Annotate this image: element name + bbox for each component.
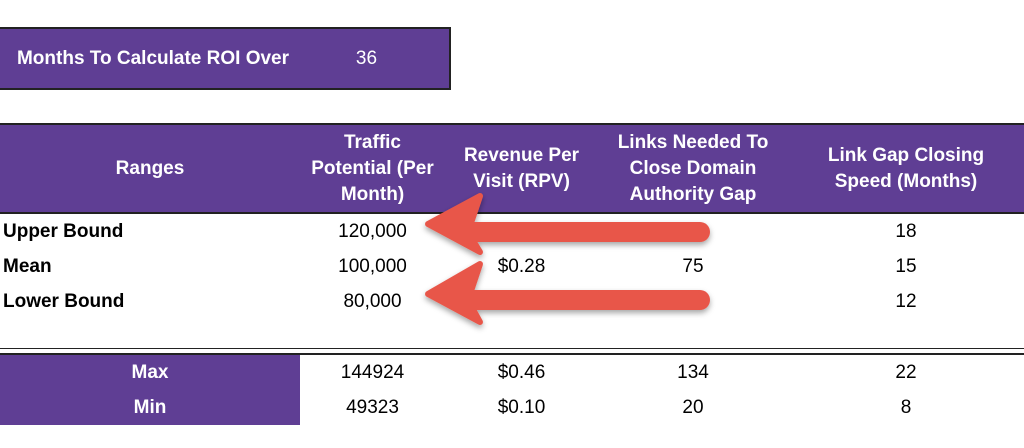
rpv-cell[interactable]: $0.10 xyxy=(497,396,546,418)
header-revenue-per-visit: Revenue Per Visit (RPV) xyxy=(445,123,598,214)
stats-table: Max 144924 $0.46 134 22 Min 49323 $0.10 … xyxy=(0,353,1024,425)
traffic-cell[interactable]: 144924 xyxy=(340,361,405,383)
stats-label: Min xyxy=(0,390,300,425)
row-label: Lower Bound xyxy=(3,290,125,312)
roi-months-box: Months To Calculate ROI Over 36 xyxy=(0,27,451,90)
table-row-upper-bound: Upper Bound 120,000 $0.46 100 18 xyxy=(0,213,1024,249)
table-row-mean: Mean 100,000 $0.28 75 15 xyxy=(0,249,1024,284)
table-header-row: Ranges Traffic Potential (Per Month) Rev… xyxy=(0,123,1024,214)
row-label: Upper Bound xyxy=(3,220,124,242)
links-cell[interactable]: 20 xyxy=(682,396,704,418)
links-cell[interactable]: 50 xyxy=(682,290,704,312)
traffic-cell[interactable]: 80,000 xyxy=(343,290,402,312)
traffic-cell[interactable]: 49323 xyxy=(346,396,399,418)
roi-months-value[interactable]: 36 xyxy=(355,47,378,69)
table-row-lower-bound: Lower Bound 80,000 $0.10 50 12 xyxy=(0,284,1024,319)
stats-row-min: Min 49323 $0.10 20 8 xyxy=(0,390,1024,425)
traffic-cell[interactable]: 100,000 xyxy=(338,255,407,277)
stats-row-max: Max 144924 $0.46 134 22 xyxy=(0,354,1024,390)
header-ranges: Ranges xyxy=(0,123,300,214)
speed-cell[interactable]: 8 xyxy=(900,396,912,418)
ranges-table: Ranges Traffic Potential (Per Month) Rev… xyxy=(0,123,1024,349)
speed-cell[interactable]: 15 xyxy=(895,255,917,277)
speed-cell[interactable]: 18 xyxy=(895,220,917,242)
links-cell[interactable]: 75 xyxy=(682,255,704,277)
links-cell[interactable]: 134 xyxy=(677,361,709,383)
rpv-cell[interactable]: $0.28 xyxy=(497,255,546,277)
rpv-cell[interactable]: $0.46 xyxy=(497,361,546,383)
rpv-cell[interactable]: $0.46 xyxy=(497,220,546,242)
traffic-cell[interactable]: 120,000 xyxy=(338,220,407,242)
links-cell[interactable]: 100 xyxy=(677,220,709,242)
stats-label: Max xyxy=(0,354,300,390)
roi-months-label: Months To Calculate ROI Over xyxy=(16,47,290,69)
row-label: Mean xyxy=(3,255,52,277)
speed-cell[interactable]: 22 xyxy=(895,361,917,383)
header-link-gap-speed: Link Gap Closing Speed (Months) xyxy=(788,123,1024,214)
header-links-needed: Links Needed To Close Domain Authority G… xyxy=(598,123,788,214)
table-spacer-row xyxy=(0,319,1024,349)
speed-cell[interactable]: 12 xyxy=(895,290,917,312)
rpv-cell[interactable]: $0.10 xyxy=(497,290,546,312)
header-traffic-potential: Traffic Potential (Per Month) xyxy=(300,123,445,214)
